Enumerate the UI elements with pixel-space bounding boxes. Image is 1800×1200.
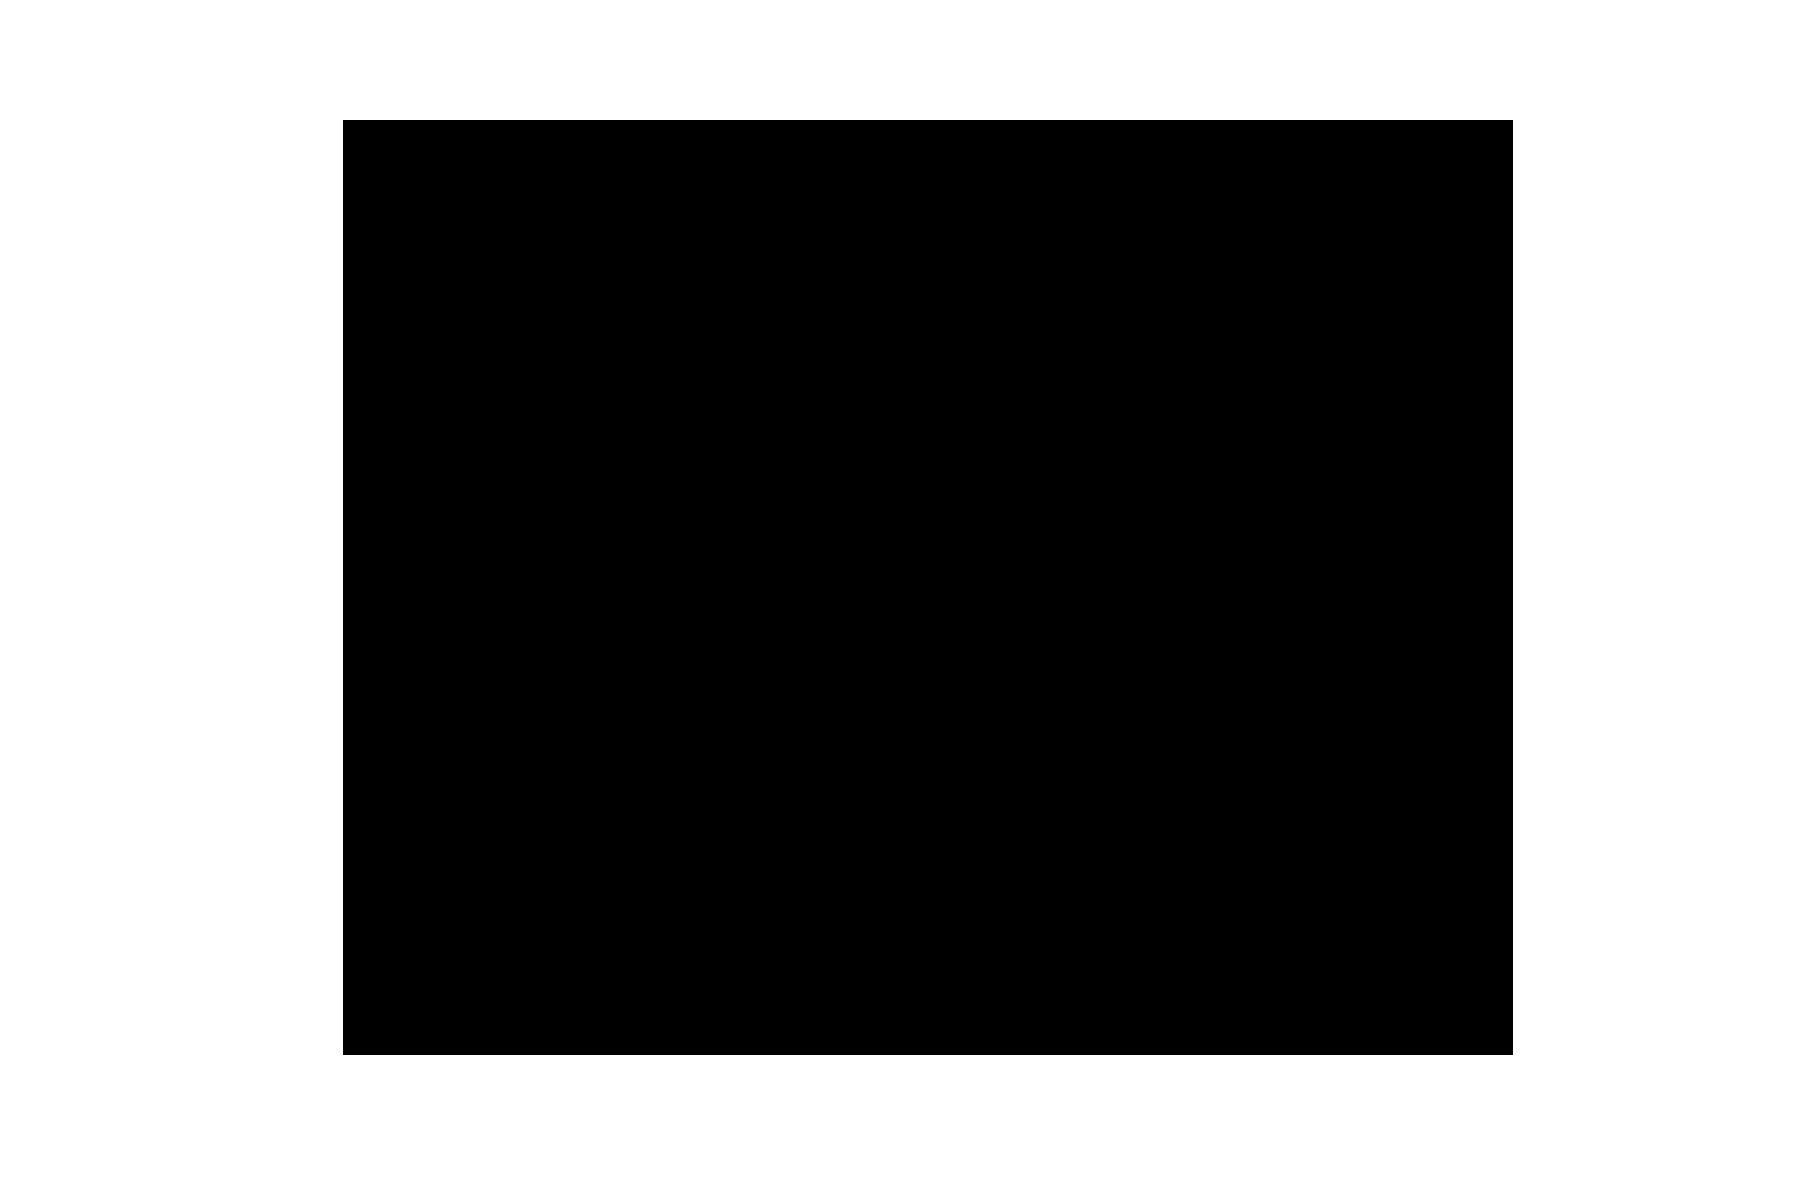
word-cloud <box>343 120 1513 1055</box>
word-cloud-canvas <box>343 120 1513 1055</box>
